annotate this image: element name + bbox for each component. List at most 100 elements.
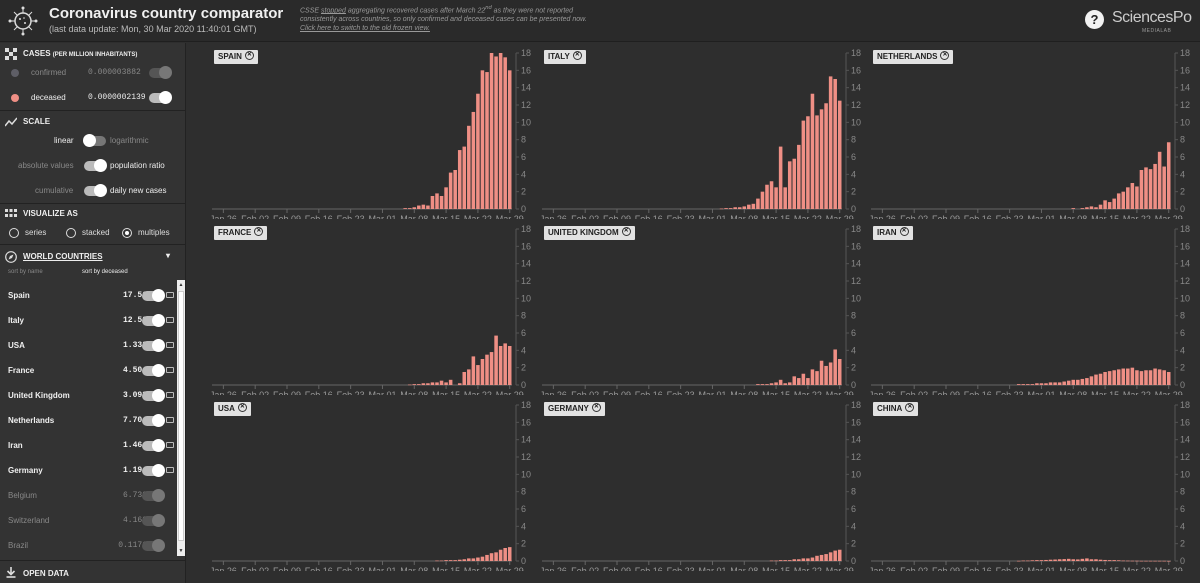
bar[interactable]	[453, 170, 457, 209]
bar[interactable]	[1116, 369, 1121, 385]
bar[interactable]	[1048, 382, 1053, 385]
country-toggle[interactable]	[142, 389, 165, 402]
bar[interactable]	[480, 556, 485, 561]
country-row[interactable]: Netherlands 7.704	[0, 408, 176, 433]
bar[interactable]	[819, 109, 824, 209]
country-toggle[interactable]	[142, 439, 165, 452]
bar[interactable]	[1144, 560, 1148, 562]
bar[interactable]	[439, 196, 444, 209]
isolate-icon[interactable]	[166, 342, 174, 348]
bar[interactable]	[810, 93, 815, 209]
bar[interactable]	[1166, 560, 1171, 562]
deceased-toggle[interactable]	[149, 91, 172, 104]
bar[interactable]	[1130, 560, 1135, 562]
bar[interactable]	[1085, 558, 1089, 561]
bar[interactable]	[457, 383, 462, 385]
country-tag[interactable]: CHINA ✕	[873, 402, 919, 416]
bar[interactable]	[426, 383, 430, 385]
bar[interactable]	[426, 205, 430, 209]
bar[interactable]	[1035, 383, 1039, 385]
bar[interactable]	[1062, 381, 1066, 385]
country-toggle[interactable]	[142, 414, 165, 427]
radio-multiples[interactable]	[122, 228, 132, 238]
bar[interactable]	[1076, 379, 1080, 385]
bar[interactable]	[783, 560, 787, 561]
bar[interactable]	[435, 193, 439, 209]
bar[interactable]	[1126, 368, 1130, 385]
bar[interactable]	[476, 365, 480, 385]
bar[interactable]	[1166, 372, 1171, 385]
bar[interactable]	[467, 369, 471, 385]
bar[interactable]	[1071, 559, 1076, 561]
bar[interactable]	[783, 187, 787, 209]
country-tag[interactable]: NETHERLANDS ✕	[873, 50, 954, 64]
country-row[interactable]: Iran 1.464	[0, 433, 176, 458]
bar[interactable]	[1112, 370, 1116, 385]
country-row[interactable]: Italy 12.50	[0, 308, 176, 333]
close-icon[interactable]: ✕	[237, 403, 247, 413]
country-row[interactable]: Switzerland 4.160	[0, 508, 176, 533]
bar[interactable]	[787, 382, 792, 385]
bar[interactable]	[765, 184, 769, 209]
bar[interactable]	[815, 371, 819, 385]
bar[interactable]	[1162, 560, 1166, 562]
bar[interactable]	[1126, 187, 1130, 209]
bar[interactable]	[792, 158, 797, 209]
bar[interactable]	[760, 191, 765, 209]
bar[interactable]	[1035, 560, 1039, 561]
bar[interactable]	[1080, 208, 1085, 209]
country-toggle[interactable]	[142, 489, 165, 502]
bar[interactable]	[448, 172, 453, 209]
bar[interactable]	[792, 376, 797, 385]
isolate-icon[interactable]	[166, 467, 174, 473]
country-tag[interactable]: GERMANY ✕	[544, 402, 605, 416]
bar[interactable]	[787, 560, 792, 561]
bar[interactable]	[1076, 559, 1080, 561]
bar[interactable]	[828, 362, 833, 385]
country-toggle[interactable]	[142, 464, 165, 477]
bar[interactable]	[1044, 559, 1048, 561]
bar[interactable]	[471, 111, 476, 209]
bar[interactable]	[485, 354, 489, 385]
bar[interactable]	[1094, 207, 1098, 209]
daily-cases-toggle[interactable]	[84, 184, 107, 197]
bar[interactable]	[810, 369, 815, 385]
country-toggle[interactable]	[142, 339, 165, 352]
bar[interactable]	[403, 208, 407, 209]
bar[interactable]	[417, 384, 421, 385]
bar[interactable]	[783, 383, 787, 385]
bar[interactable]	[1144, 370, 1148, 385]
close-icon[interactable]: ✕	[899, 227, 909, 237]
bar[interactable]	[797, 144, 801, 209]
bar[interactable]	[824, 365, 828, 385]
country-tag[interactable]: USA ✕	[214, 402, 251, 416]
bar[interactable]	[1139, 560, 1144, 562]
bar[interactable]	[1044, 383, 1048, 385]
bar[interactable]	[801, 373, 806, 385]
bar[interactable]	[1148, 370, 1153, 385]
bar[interactable]	[787, 161, 792, 209]
country-row[interactable]: France 4.504	[0, 358, 176, 383]
bar[interactable]	[430, 196, 435, 209]
old-view-link[interactable]: Click here to switch to the old frozen v…	[300, 25, 430, 33]
bar[interactable]	[1153, 560, 1157, 562]
bar[interactable]	[503, 57, 507, 210]
daily-cases-row[interactable]: cumulative daily new cases	[35, 184, 167, 197]
isolate-icon[interactable]	[166, 317, 174, 323]
bar[interactable]	[833, 349, 837, 385]
bar[interactable]	[1103, 200, 1107, 209]
bar[interactable]	[1112, 198, 1116, 209]
confirmed-row[interactable]: confirmed 0.000003882	[0, 63, 186, 83]
bar[interactable]	[756, 384, 760, 385]
bar[interactable]	[439, 560, 444, 562]
bar[interactable]	[797, 559, 801, 561]
bar[interactable]	[1089, 206, 1094, 209]
bar[interactable]	[1130, 367, 1135, 385]
bar[interactable]	[828, 76, 833, 210]
bar[interactable]	[806, 378, 810, 385]
bar[interactable]	[507, 346, 512, 385]
bar[interactable]	[407, 384, 412, 386]
bar[interactable]	[448, 560, 453, 561]
bar[interactable]	[1016, 560, 1021, 562]
bar[interactable]	[1116, 560, 1121, 561]
